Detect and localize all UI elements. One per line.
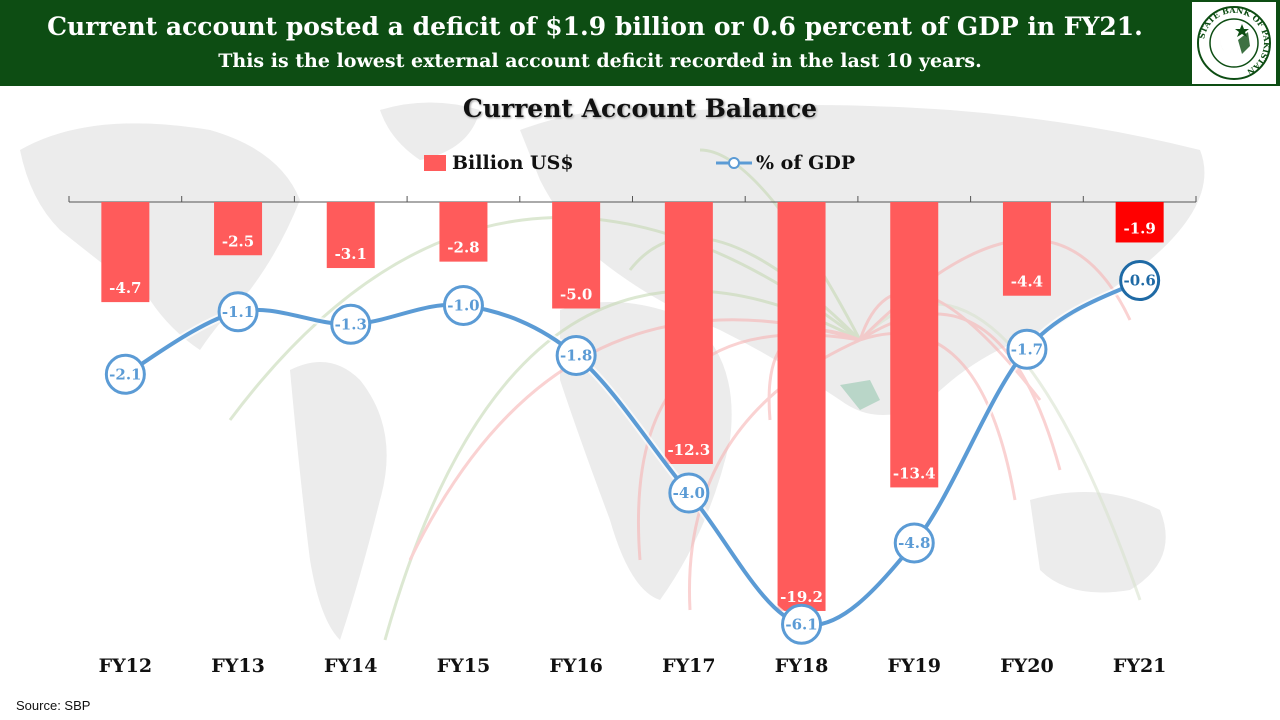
bar-FY18 [777,202,826,611]
point-value-label: -1.8 [560,347,592,365]
point-value-label: -2.1 [109,365,141,383]
legend-item-bars: Billion US$ [424,152,574,174]
point-FY14 [330,303,372,345]
point-FY21 [1119,260,1161,301]
bar-FY19 [890,202,939,488]
x-tick-label: FY20 [1000,655,1054,677]
point-value-label: -1.1 [222,303,254,321]
line-halo [123,277,1142,630]
point-value-label: -4.0 [673,484,705,502]
bar-value-label: -12.3 [667,441,710,459]
point-FY17 [668,472,710,514]
chart-title: Current Account Balance [462,94,818,123]
point-value-label: -4.8 [898,534,930,552]
x-tick-label: FY21 [1113,655,1167,677]
x-tick-label: FY17 [662,655,716,677]
x-tick-label: FY12 [99,655,153,677]
point-FY19 [893,522,935,564]
point-FY20 [1006,328,1048,370]
gdp-share-line [124,278,1141,628]
bar-value-label: -13.4 [893,464,936,482]
bar-value-label: -2.8 [447,239,479,257]
bar-FY20 [1002,202,1051,296]
bar-value-label: -2.5 [222,232,254,250]
point-value-label: -0.6 [1123,272,1155,290]
legend: Billion US$ % of GDP [0,152,1280,180]
bar-value-label: -19.2 [780,588,823,606]
x-tick-label: FY16 [549,655,603,677]
bar-FY15 [439,202,488,262]
legend-item-line: % of GDP [716,152,855,174]
header-banner: Current account posted a deficit of $1.9… [0,0,1280,86]
point-FY12 [104,353,146,395]
sbp-seal-icon: STATE BANK OF PAKISTAN [1196,5,1272,80]
header-subtitle: This is the lowest external account defi… [218,50,982,72]
x-tick-label: FY14 [324,655,378,677]
point-value-label: -1.7 [1011,340,1043,358]
x-tick-label: FY15 [437,655,491,677]
point-FY15 [442,285,484,326]
point-value-label: -1.0 [447,297,479,315]
bar-value-label: -4.4 [1011,273,1043,291]
bar-FY12 [101,202,150,303]
header-title: Current account posted a deficit of $1.9… [47,12,1143,41]
x-tick-label: FY19 [888,655,942,677]
legend-label-line: % of GDP [756,152,856,174]
legend-label-bars: Billion US$ [452,152,574,174]
point-FY16 [555,335,597,376]
point-FY13 [217,291,259,333]
bar-FY21 [1115,202,1164,243]
bar-value-label: -3.1 [335,245,367,263]
bar-FY13 [214,202,263,256]
bar-value-label: -1.9 [1123,219,1155,237]
bar-FY14 [326,202,375,269]
point-value-label: -1.3 [335,315,367,333]
legend-line-marker-icon [716,157,752,169]
point-FY18 [781,603,823,645]
bar-FY17 [664,202,713,464]
legend-swatch-bar [424,155,446,171]
sbp-logo: STATE BANK OF PAKISTAN [1192,2,1276,84]
point-value-label: -6.1 [785,615,817,633]
bar-value-label: -5.0 [560,286,592,304]
bar-value-label: -4.7 [109,279,141,297]
bar-FY16 [552,202,601,309]
x-tick-label: FY18 [775,655,829,677]
x-tick-label: FY13 [211,655,265,677]
source-note: Source: SBP [16,698,91,713]
